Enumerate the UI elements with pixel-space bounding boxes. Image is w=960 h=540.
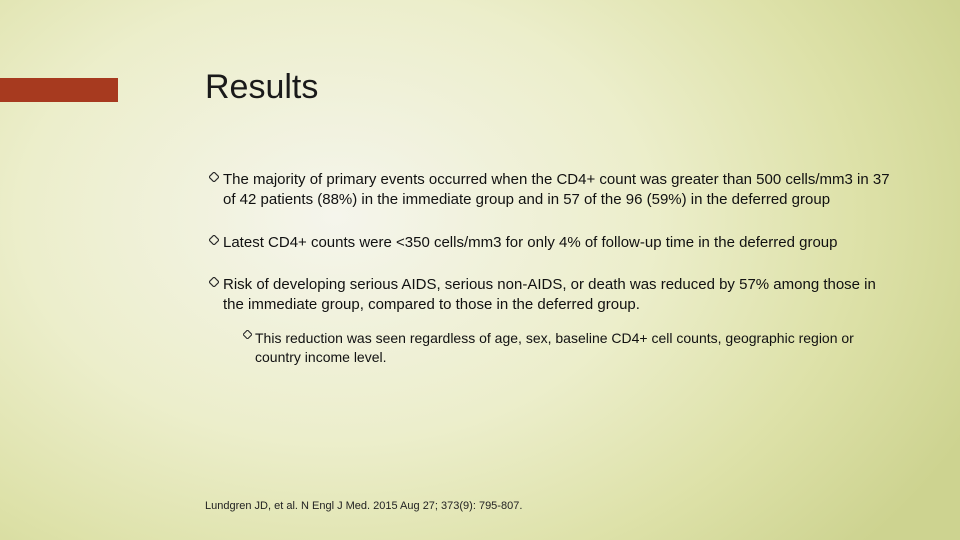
- bullet-text: Risk of developing serious AIDS, serious…: [223, 275, 895, 316]
- diamond-icon: [205, 172, 223, 182]
- slide-title: Results: [205, 68, 318, 107]
- citation-text: Lundgren JD, et al. N Engl J Med. 2015 A…: [205, 500, 522, 512]
- bullet-text: Latest CD4+ counts were <350 cells/mm3 f…: [223, 233, 895, 253]
- bullet-text: The majority of primary events occurred …: [223, 170, 895, 211]
- sub-bullet-text: This reduction was seen regardless of ag…: [255, 329, 895, 367]
- accent-bar: [0, 78, 118, 102]
- body-content: The majority of primary events occurred …: [205, 170, 895, 367]
- diamond-icon: [239, 330, 255, 339]
- bullet-item: Risk of developing serious AIDS, serious…: [205, 275, 895, 316]
- bullet-item: Latest CD4+ counts were <350 cells/mm3 f…: [205, 233, 895, 253]
- diamond-icon: [205, 235, 223, 245]
- sub-bullet-item: This reduction was seen regardless of ag…: [239, 329, 895, 367]
- bullet-item: The majority of primary events occurred …: [205, 170, 895, 211]
- diamond-icon: [205, 277, 223, 287]
